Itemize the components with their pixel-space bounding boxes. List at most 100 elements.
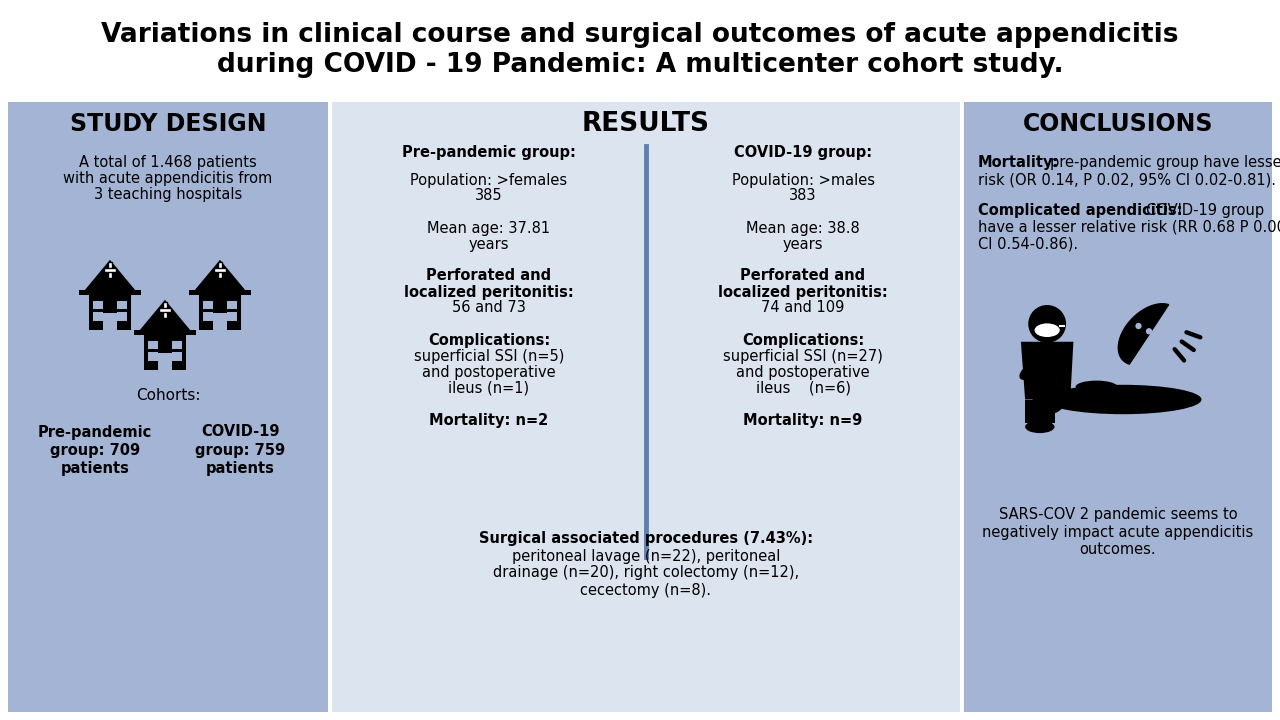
Text: risk (OR 0.14, P 0.02, 95% CI 0.02-0.81).: risk (OR 0.14, P 0.02, 95% CI 0.02-0.81)… [978,173,1276,187]
FancyBboxPatch shape [147,352,157,361]
Text: COVID-19: COVID-19 [201,425,279,439]
Text: have a lesser relative risk (RR 0.68 P 0.00 95%: have a lesser relative risk (RR 0.68 P 0… [978,220,1280,235]
Text: STUDY DESIGN: STUDY DESIGN [69,112,266,136]
Text: during COVID - 19 Pandemic: A multicenter cohort study.: during COVID - 19 Pandemic: A multicente… [216,52,1064,78]
Text: CONCLUSIONS: CONCLUSIONS [1023,112,1213,136]
FancyBboxPatch shape [172,341,182,349]
Text: Complicated apendicitis:: Complicated apendicitis: [978,202,1183,217]
FancyBboxPatch shape [218,262,221,278]
Text: ileus    (n=6): ileus (n=6) [755,380,850,395]
Text: and postoperative: and postoperative [422,364,556,379]
FancyBboxPatch shape [143,333,187,370]
FancyBboxPatch shape [108,262,111,278]
Text: A total of 1.468 patients: A total of 1.468 patients [79,155,257,169]
FancyBboxPatch shape [79,290,141,295]
Text: Mean age: 37.81: Mean age: 37.81 [428,220,550,235]
Ellipse shape [1019,360,1047,380]
Text: 3 teaching hospitals: 3 teaching hospitals [93,186,242,202]
Ellipse shape [1034,323,1060,337]
Text: and postoperative: and postoperative [736,364,870,379]
Text: Complications:: Complications: [428,333,550,348]
Text: Perforated and: Perforated and [426,269,552,284]
Circle shape [1156,333,1162,340]
FancyBboxPatch shape [227,301,237,310]
Text: with acute appendicitis from: with acute appendicitis from [64,171,273,186]
FancyBboxPatch shape [147,341,157,349]
Circle shape [1135,323,1142,329]
Ellipse shape [1042,356,1071,376]
Text: group: 759: group: 759 [195,443,285,457]
Text: 383: 383 [790,189,817,204]
Text: Pre-pandemic: Pre-pandemic [38,425,152,439]
Text: superficial SSI (n=27): superficial SSI (n=27) [723,348,883,364]
Text: patients: patients [60,461,129,475]
Text: 56 and 73: 56 and 73 [452,300,526,315]
Polygon shape [1021,342,1074,400]
FancyBboxPatch shape [102,312,116,330]
Text: Cohorts:: Cohorts: [136,387,200,402]
FancyBboxPatch shape [172,352,182,361]
Text: Pre-pandemic group:: Pre-pandemic group: [402,145,576,160]
Text: Mortality: n=9: Mortality: n=9 [744,413,863,428]
FancyBboxPatch shape [214,268,227,271]
Text: cecectomy (n=8).: cecectomy (n=8). [581,582,712,598]
Circle shape [1146,328,1152,334]
Circle shape [1033,381,1066,414]
Polygon shape [83,260,137,292]
Text: Population: >females: Population: >females [411,173,567,187]
FancyBboxPatch shape [332,102,960,712]
Text: years: years [783,236,823,251]
Text: localized peritonitis:: localized peritonitis: [404,284,573,300]
Polygon shape [193,260,247,292]
FancyBboxPatch shape [93,312,102,320]
FancyBboxPatch shape [134,330,196,335]
Text: SARS-COV 2 pandemic seems to: SARS-COV 2 pandemic seems to [998,508,1238,523]
Text: 74 and 109: 74 and 109 [762,300,845,315]
Ellipse shape [1025,420,1055,433]
Text: CI 0.54-0.86).: CI 0.54-0.86). [978,236,1078,251]
FancyBboxPatch shape [202,312,212,320]
FancyBboxPatch shape [8,102,328,712]
Text: COVID-19 group: COVID-19 group [1146,202,1265,217]
Ellipse shape [1044,384,1202,414]
FancyBboxPatch shape [964,102,1272,712]
Text: Complications:: Complications: [742,333,864,348]
Text: Mortality: n=2: Mortality: n=2 [429,413,549,428]
FancyBboxPatch shape [227,312,237,320]
Text: superficial SSI (n=5): superficial SSI (n=5) [413,348,564,364]
Text: Variations in clinical course and surgical outcomes of acute appendicitis: Variations in clinical course and surgic… [101,22,1179,48]
Text: Mean age: 38.8: Mean age: 38.8 [746,220,860,235]
Text: pre-pandemic group have lesser: pre-pandemic group have lesser [1050,156,1280,171]
FancyBboxPatch shape [198,292,242,330]
FancyBboxPatch shape [116,301,127,310]
FancyBboxPatch shape [116,312,127,320]
Text: years: years [468,236,509,251]
Ellipse shape [1075,381,1117,393]
Text: 385: 385 [475,189,503,204]
Text: COVID-19 group:: COVID-19 group: [733,145,872,160]
FancyBboxPatch shape [189,290,251,295]
Text: negatively impact acute appendicitis: negatively impact acute appendicitis [982,524,1253,539]
Text: drainage (n=20), right colectomy (n=12),: drainage (n=20), right colectomy (n=12), [493,565,799,580]
Polygon shape [138,300,192,333]
Text: patients: patients [206,461,274,475]
Text: peritoneal lavage (n=22), peritoneal: peritoneal lavage (n=22), peritoneal [512,549,781,564]
Text: Population: >males: Population: >males [731,173,874,187]
Text: group: 709: group: 709 [50,443,140,457]
Polygon shape [1119,304,1169,364]
FancyBboxPatch shape [88,292,132,330]
Text: Mortality:: Mortality: [978,156,1060,171]
FancyBboxPatch shape [93,301,102,310]
Text: localized peritonitis:: localized peritonitis: [718,284,888,300]
Text: outcomes.: outcomes. [1080,541,1156,557]
Polygon shape [1025,400,1055,423]
Text: ileus (n=1): ileus (n=1) [448,380,530,395]
FancyBboxPatch shape [157,353,172,370]
Circle shape [1028,305,1066,343]
Text: RESULTS: RESULTS [582,111,710,137]
FancyBboxPatch shape [212,312,227,330]
Text: Surgical associated procedures (7.43%):: Surgical associated procedures (7.43%): [479,531,813,546]
FancyBboxPatch shape [159,307,172,312]
Text: Perforated and: Perforated and [740,269,865,284]
FancyBboxPatch shape [163,302,166,318]
